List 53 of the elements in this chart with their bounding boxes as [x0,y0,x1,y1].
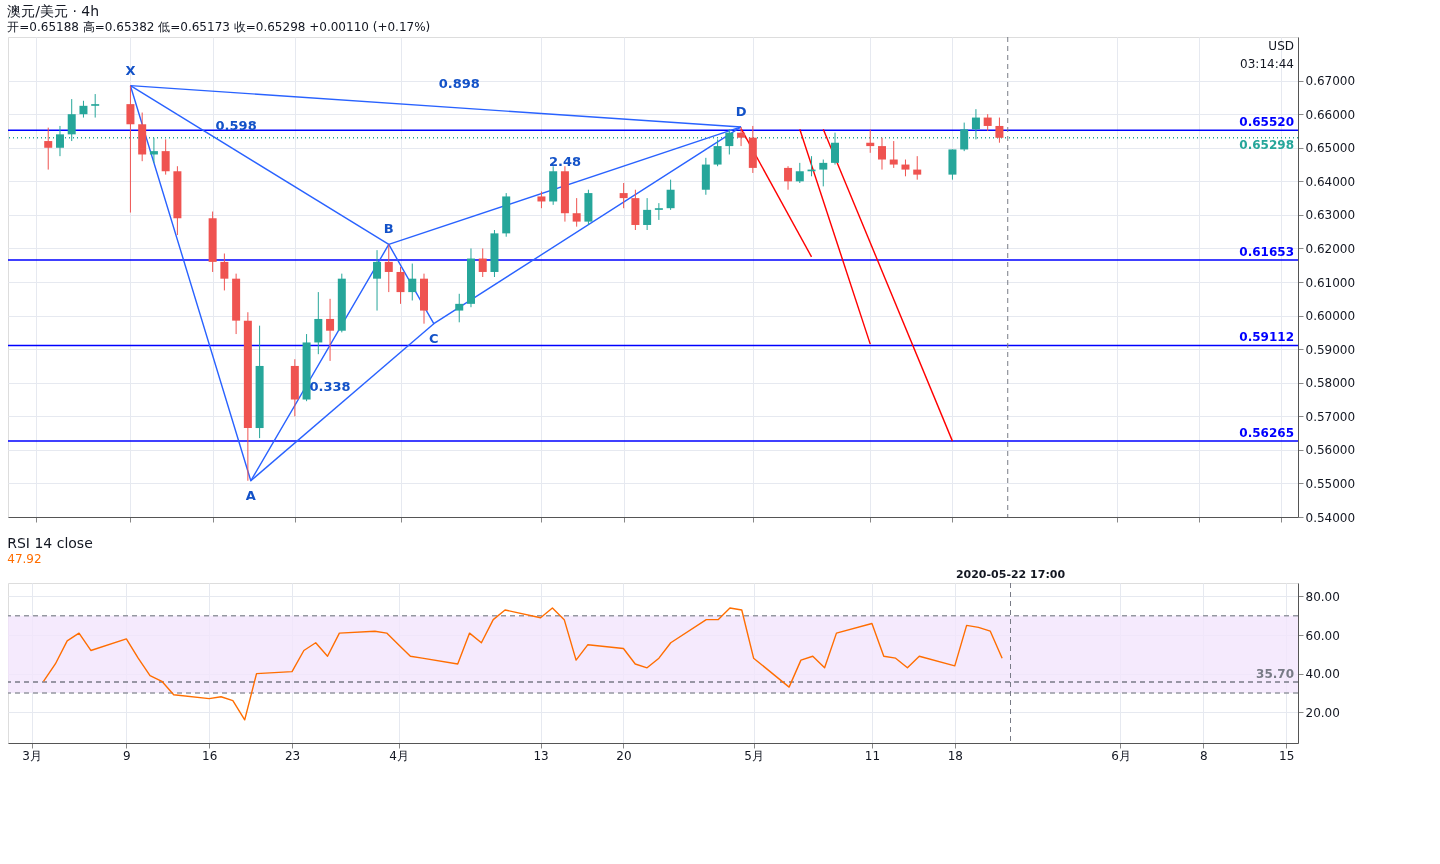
y-tick-label: 0.63000 [1305,208,1356,223]
annotation: 0.598 [215,118,257,134]
annotation: B [383,221,394,237]
ref-line-label: 35.70 [1256,666,1294,681]
annotation: 0.338 [309,379,351,395]
ref-line-label: 0.61653 [1239,245,1294,260]
x-tick-label: 16 [202,748,218,763]
x-tick-label: 5月 [744,748,764,763]
y-tick-label: 0.60000 [1305,309,1356,324]
chart-subtitle: 开=0.65188 高=0.65382 低=0.65173 收=0.65298 +0.00110 (+0.17%) [7,19,431,34]
annotation: 0.898 [438,75,480,91]
y-tick-label: 0.54000 [1305,510,1356,525]
ref-line-label: 0.65520 [1239,115,1294,130]
y-tick-label: 0.57000 [1305,409,1356,424]
annotation: C [429,330,439,346]
x-tick-label: 15 [1279,748,1295,763]
x-tick-label: 4月 [389,748,409,763]
chart-title: 澳元/美元 · 4h [7,2,100,19]
y-tick-label: 0.59000 [1305,342,1356,357]
y-tick-label: 0.62000 [1305,241,1356,256]
y-tick-label: 80.00 [1305,589,1340,604]
ref-line-label: 0.65298 [1239,137,1294,152]
annotation: 03:14:44 [1240,57,1294,71]
x-tick-label: 3月 [22,748,42,763]
y-tick-label: 20.00 [1305,705,1340,720]
ref-line-label: 0.56265 [1239,425,1294,440]
annotation: D [735,103,747,119]
y-tick-label: 0.65000 [1305,141,1356,156]
y-tick-label: 0.64000 [1305,174,1356,189]
y-tick-label: 40.00 [1305,667,1340,682]
x-tick-label: 11 [864,748,881,763]
x-tick-label: 13 [533,748,549,763]
y-tick-label: 0.55000 [1305,476,1356,491]
ref-line-label: 2020-05-22 17:00 [955,568,1066,581]
x-tick-label: 18 [947,748,963,763]
y-tick-label: 0.61000 [1305,275,1356,290]
x-tick-label: 6月 [1111,748,1131,763]
y-tick-label: 0.58000 [1305,376,1356,391]
y-tick-label: 60.00 [1305,628,1340,643]
chart-subtitle: 47.92 [7,552,42,566]
y-tick-label: 0.66000 [1305,107,1356,122]
x-tick-label: 23 [284,748,301,763]
x-tick-label: 8 [1200,748,1208,763]
annotation: 2.48 [548,153,581,169]
ref-line-label: 0.59112 [1239,330,1294,345]
chart-title: RSI 14 close [7,535,93,551]
y-tick-label: 0.67000 [1305,74,1356,89]
y-tick-label: 0.56000 [1305,443,1356,458]
annotation: USD [1268,39,1294,53]
annotation: X [125,62,136,78]
x-tick-label: 9 [123,748,131,763]
annotation: A [245,487,256,503]
x-tick-label: 20 [616,748,632,763]
